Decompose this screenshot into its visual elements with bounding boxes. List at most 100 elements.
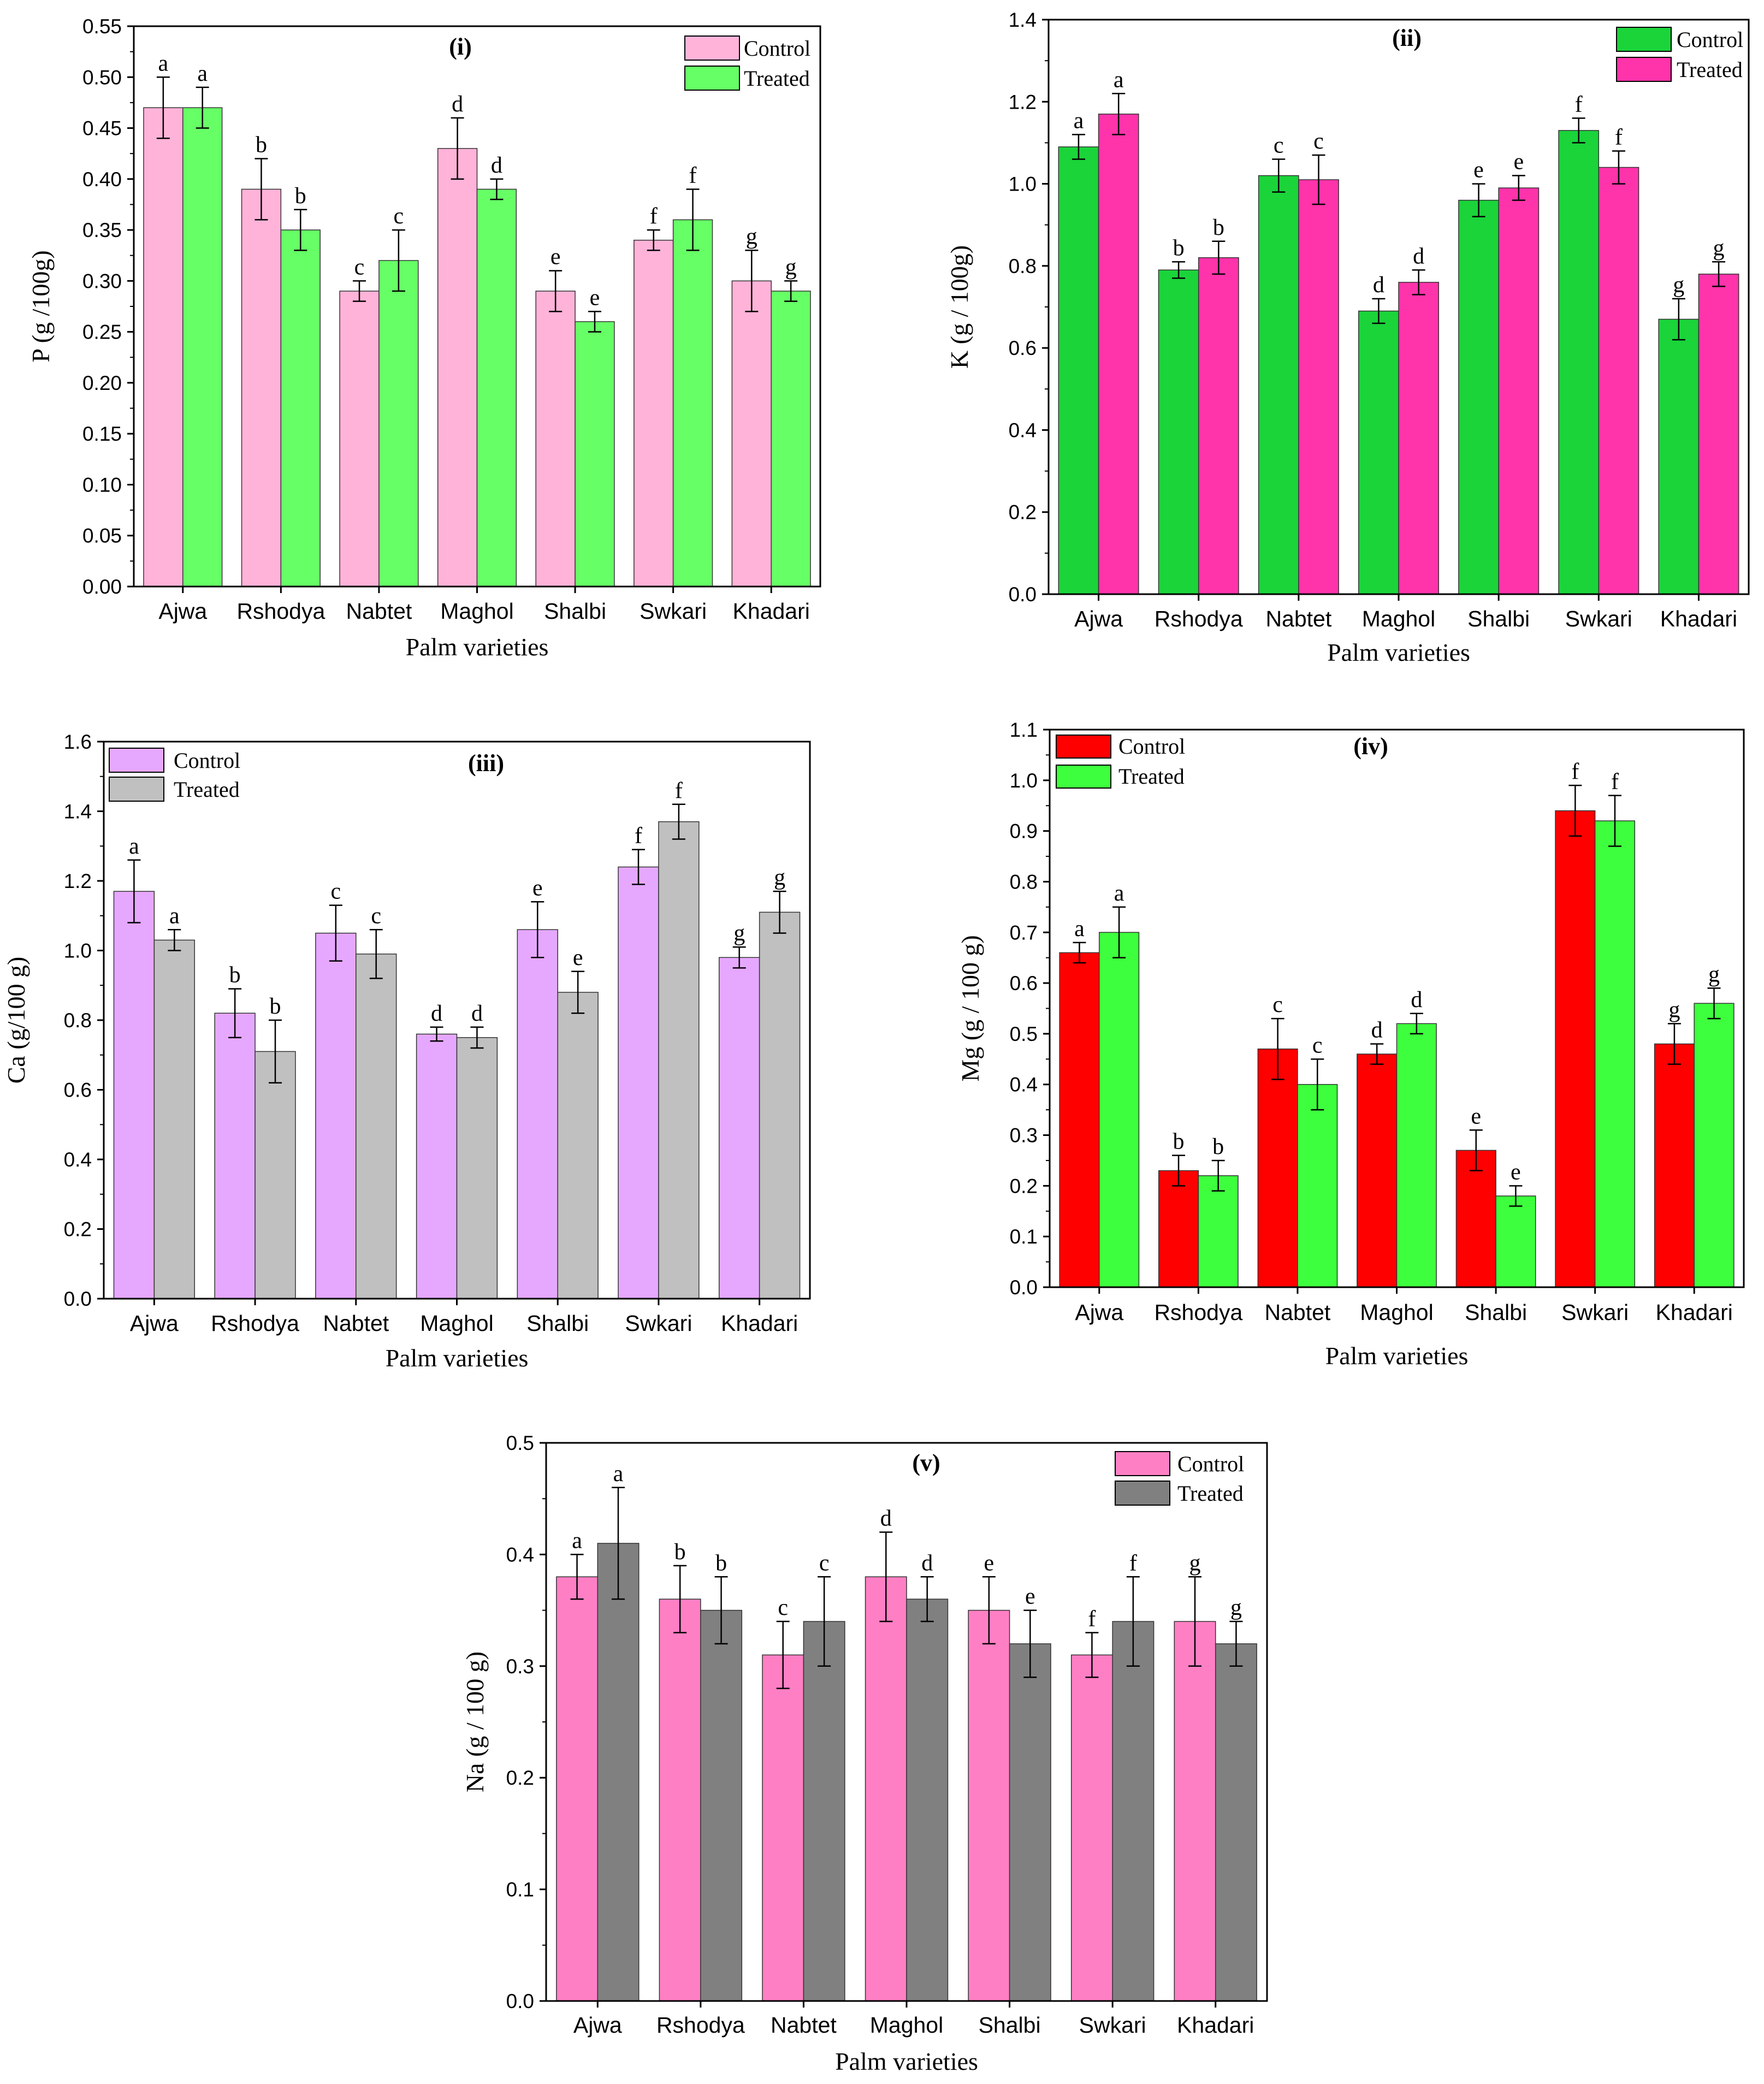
y-tick-label: 0.25 <box>82 321 122 344</box>
x-tick-label: Shalbi <box>544 599 606 624</box>
x-tick-label: Nabtet <box>1265 606 1331 631</box>
error-bar-control-ajwa <box>156 76 170 139</box>
significance-letter: f <box>1575 92 1583 117</box>
significance-letter: a <box>1114 67 1124 92</box>
error-bar-control-maghol <box>879 1531 893 1623</box>
significance-letter: d <box>471 1001 483 1026</box>
error-bar-control-maghol <box>430 1026 443 1042</box>
y-tick-label: 0.0 <box>1010 1276 1038 1299</box>
bar-treated-swkari <box>658 821 700 1299</box>
y-tick-label: 0.10 <box>82 473 122 496</box>
error-bar-control-shalbi <box>982 1576 996 1645</box>
y-tick-label: 0.1 <box>1010 1225 1038 1248</box>
error-bar-control-swkari <box>1572 117 1585 144</box>
bar-control-maghol <box>437 148 478 587</box>
x-tick-label: Swkari <box>1565 606 1632 631</box>
error-bar-control-ajwa <box>1072 134 1085 160</box>
bar-control-maghol <box>865 1576 907 2002</box>
chart-panel-ii: a b c d e f g a b c d e f g 0.0 0.2 0.4 0.6 0.8 1.0 1.2 1.4 Aj… <box>945 9 1750 666</box>
bar-treated-swkari <box>672 219 713 587</box>
legend-swatch-control <box>1115 1451 1170 1476</box>
y-tick-label: 1.0 <box>1010 769 1038 792</box>
error-bar-control-khadari <box>732 946 746 969</box>
error-bar-control-nabtet <box>353 280 366 302</box>
significance-letter: a <box>1114 881 1124 906</box>
x-tick-label: Maghol <box>420 1311 493 1336</box>
x-tick-label: Swkari <box>1561 1300 1629 1325</box>
bar-control-swkari <box>618 866 659 1299</box>
bar-control-nabtet <box>315 932 357 1299</box>
significance-letter: d <box>880 1506 892 1531</box>
error-bar-control-khadari <box>1667 1023 1681 1065</box>
y-tick-label: 0.6 <box>1009 337 1037 359</box>
significance-letter: a <box>197 61 208 86</box>
y-tick-label: 0.1 <box>506 1879 534 1901</box>
error-bar-treated-ajwa <box>1112 906 1126 958</box>
error-bar-control-rshodya <box>673 1565 687 1633</box>
bar-treated-maghol <box>476 188 517 587</box>
bar-control-rshodya <box>241 188 282 587</box>
x-tick-label: Ajwa <box>130 1311 179 1336</box>
chart-panel-iv: a b c d e f g a b c d e f g 0.0 0.1 0.2 0.3 0.4 0.5 0.6 0.7 0.… <box>956 719 1745 1370</box>
significance-letter: f <box>675 778 683 803</box>
error-bar-control-swkari <box>631 849 645 885</box>
significance-letter: g <box>1708 962 1720 987</box>
bar-treated-ajwa <box>153 939 195 1299</box>
significance-letter: b <box>1173 1129 1185 1155</box>
significance-letter: c <box>331 879 341 904</box>
bar-treated-ajwa <box>1099 932 1140 1288</box>
significance-letter: b <box>229 963 241 988</box>
bar-control-rshodya <box>659 1598 701 2002</box>
error-bar-treated-shalbi <box>571 970 585 1014</box>
x-tick-label: Rshodya <box>211 1311 299 1336</box>
bar-treated-swkari <box>1112 1621 1155 2002</box>
x-tick-label: Ajwa <box>158 599 207 624</box>
y-tick-label: 1.4 <box>1009 9 1037 31</box>
significance-letter: b <box>674 1540 686 1565</box>
error-bar-control-rshodya <box>1172 1155 1186 1187</box>
x-tick-label: Khadari <box>1656 1300 1733 1325</box>
y-axis-title: Ca (g/100 g) <box>2 957 30 1084</box>
bar-treated-khadari <box>771 291 811 587</box>
y-tick-label: 0.2 <box>1009 501 1037 524</box>
bar-control-ajwa <box>1058 146 1099 595</box>
panel-title: (v) <box>912 1449 940 1476</box>
error-bar-control-ajwa <box>127 859 141 923</box>
error-bar-treated-shalbi <box>588 311 601 333</box>
significance-letter: b <box>715 1550 727 1576</box>
y-tick-label: 0.9 <box>1010 820 1038 843</box>
error-bar-treated-nabtet <box>818 1576 831 1667</box>
bar-treated-shalbi <box>557 992 599 1299</box>
significance-letter: d <box>1373 273 1384 298</box>
bar-control-khadari <box>1658 318 1700 595</box>
error-bar-treated-rshodya <box>1212 240 1226 275</box>
error-bar-treated-swkari <box>1608 795 1621 847</box>
bar-treated-rshodya <box>1198 257 1239 595</box>
significance-letter: e <box>573 945 583 970</box>
bar-control-maghol <box>1358 310 1399 595</box>
error-bar-control-nabtet <box>1272 158 1286 193</box>
x-tick-label: Rshodya <box>1155 606 1243 631</box>
x-tick-label: Khadari <box>721 1311 798 1336</box>
y-tick-label: 0.7 <box>1010 921 1038 944</box>
y-tick-label: 0.0 <box>1009 583 1037 606</box>
y-tick-label: 1.0 <box>1009 173 1037 196</box>
significance-letter: b <box>256 133 267 158</box>
bar-treated-rshodya <box>700 1609 743 2002</box>
error-bar-treated-ajwa <box>196 86 209 129</box>
error-bar-treated-swkari <box>1126 1576 1140 1667</box>
error-bar-treated-maghol <box>490 178 504 200</box>
y-tick-label: 0.5 <box>506 1432 534 1454</box>
error-bar-treated-khadari <box>1229 1620 1243 1667</box>
legend-label-control: Control <box>1177 1452 1244 1476</box>
y-tick-label: 1.2 <box>64 870 92 892</box>
y-tick-label: 0.0 <box>64 1288 92 1310</box>
significance-letter: b <box>1173 235 1185 260</box>
y-tick-label: 0.6 <box>1010 972 1038 994</box>
x-tick-label: Swkari <box>640 599 707 624</box>
error-bar-treated-swkari <box>686 188 700 251</box>
bar-treated-swkari <box>1594 820 1636 1288</box>
panel-title: (i) <box>449 33 472 60</box>
error-bar-treated-nabtet <box>392 229 405 292</box>
error-bar-control-ajwa <box>570 1554 584 1600</box>
